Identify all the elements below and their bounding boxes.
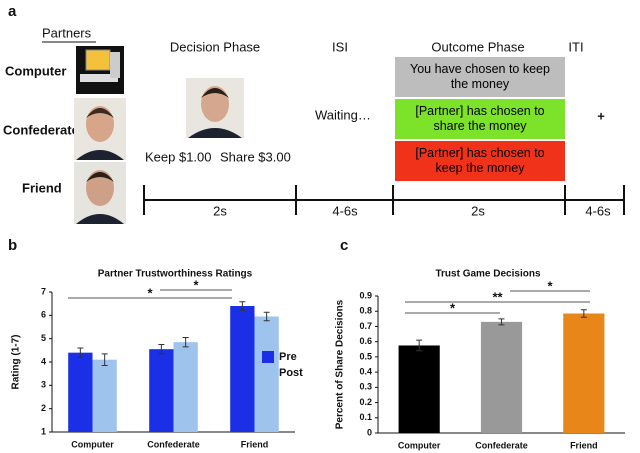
phase-duration: 4-6s [332,203,358,218]
error-bar [580,309,587,318]
y-tick-label: 3 [41,380,46,390]
phase-duration: 2s [213,203,227,218]
x-tick-label: Computer [71,439,114,449]
outcome-box [395,141,565,181]
legend-swatch [262,367,274,379]
partner-label: Computer [5,63,66,78]
partner-label: Confederate [3,122,79,137]
timeline [143,185,625,215]
bar [149,349,174,432]
bar [563,313,605,433]
isi-text: Waiting… [315,107,371,122]
partner-label: Friend [22,180,62,195]
y-tick-label: 0.2 [359,397,372,407]
y-tick-label: 5 [41,333,46,343]
chart-title: Partner Trustworthiness Ratings [98,269,253,280]
x-tick-label: Computer [398,440,441,450]
x-tick-label: Confederate [147,439,200,449]
panel-label: c [340,237,348,254]
panel-label: a [8,3,17,20]
significance-mark: * [547,278,553,293]
phase-duration: 2s [471,203,485,218]
y-tick-label: 0.7 [359,321,372,331]
bar [92,359,117,432]
x-tick-label: Friend [570,440,598,450]
error-bar [239,301,246,311]
outcome-texts: You have chosen to keep the money [Partn… [410,62,550,175]
decision-option: Share $3.00 [220,149,291,164]
y-tick-label: 0.8 [359,306,372,316]
outcome-text: You have chosen to keep the money [410,62,550,91]
error-bar [498,318,505,326]
y-tick-label: 1 [41,426,46,436]
bar [173,342,198,432]
x-tick-label: Friend [241,439,269,449]
partners-heading: Partners [42,25,92,40]
legend-label: Post [279,367,303,379]
face-photo [74,162,126,224]
phase-title: Outcome Phase [431,39,524,54]
phase-title: ITI [568,39,583,54]
panel-label: b [8,237,17,254]
y-tick-label: 0.3 [359,382,372,392]
bar [480,321,523,433]
y-tick-label: 0.6 [359,336,372,346]
y-axis-label: Rating (1-7) [11,335,22,390]
error-bar [416,339,423,352]
y-tick-label: 0.9 [359,290,372,300]
outcome-text: [Partner] has chosen to keep the money [415,146,545,175]
chart-title: Trust Game Decisions [435,269,540,280]
error-bar [77,347,84,358]
error-bar [101,353,108,366]
decision-option: Keep $1.00 [145,149,212,164]
y-tick-label: 0.5 [359,351,372,361]
legend-label: Pre [279,351,297,363]
significance-mark: * [147,285,153,300]
phase-title: Decision Phase [170,39,260,54]
face-photo [186,78,244,138]
phase-title: ISI [332,39,348,54]
y-axis-label: Percent of Share Decisions [335,299,346,429]
y-tick-label: 4 [41,356,46,366]
significance-mark: * [450,300,456,315]
y-tick-label: 7 [41,286,46,296]
error-bar [263,311,270,322]
error-bar [158,344,165,355]
y-tick-label: 6 [41,310,46,320]
outcome-text: [Partner] has chosen to share the money [415,104,545,133]
iti-symbol: + [597,108,605,123]
significance-mark: ** [492,289,503,304]
y-tick-label: 0 [367,427,372,437]
face-photo [74,98,126,160]
legend-swatch [262,351,274,363]
significance-mark: * [193,277,199,292]
x-tick-label: Confederate [475,440,528,450]
computer-icon [76,46,124,94]
bar [68,352,93,432]
phase-duration: 4-6s [585,203,611,218]
error-bar [182,337,189,348]
y-tick-label: 0.4 [359,366,372,376]
bar [398,345,440,433]
y-tick-label: 0.1 [359,412,372,422]
outcome-box [395,57,565,97]
y-tick-label: 2 [41,403,46,413]
bar [230,306,255,432]
outcome-box [395,99,565,139]
